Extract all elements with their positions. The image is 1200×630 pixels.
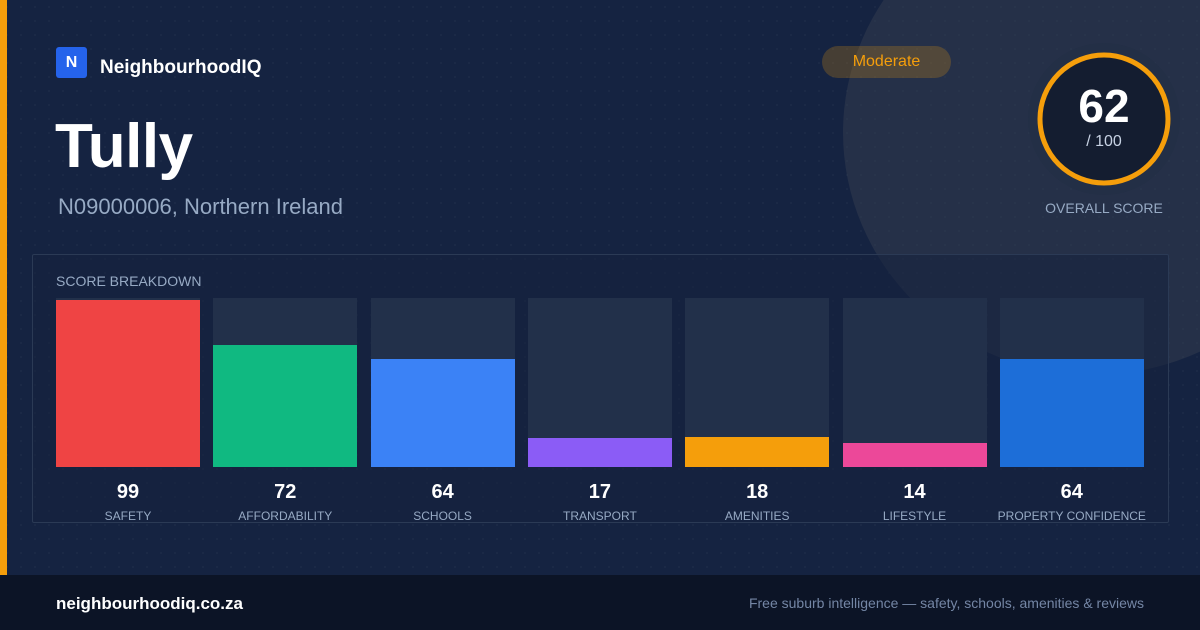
bar-fill — [213, 345, 358, 467]
bar-track — [370, 298, 515, 467]
accent-bar — [0, 0, 7, 575]
overall-score-ring: 62 / 100 — [1028, 43, 1180, 195]
overall-score-max: / 100 — [1086, 133, 1122, 150]
breakdown-item-property-confidence: 64 PROPERTY CONFIDENCE — [998, 298, 1146, 523]
footer-domain: neighbourhoodiq.co.za — [56, 594, 243, 613]
bar-fill — [527, 438, 672, 467]
score-ring-progress — [1037, 52, 1171, 186]
bar-label: AFFORDABILITY — [238, 509, 333, 523]
page-title: Tully — [55, 112, 193, 181]
breakdown-bars: 99 SAFETY 72 AFFORDABILITY 64 SCHOOLS 17 TRANSP… — [56, 298, 1146, 523]
breakdown-item-safety: 99 SAFETY — [56, 298, 200, 523]
brand: N NeighbourhoodIQ — [56, 46, 261, 79]
bar-label: SCHOOLS — [413, 509, 472, 523]
bar-label: SAFETY — [104, 509, 152, 523]
breakdown-item-amenities: 18 AMENITIES — [685, 298, 830, 523]
score-breakdown-panel: SCORE BREAKDOWN 99 SAFETY 72 AFFORDABILITY 6… — [32, 254, 1169, 523]
bar-label: LIFESTYLE — [882, 509, 947, 523]
bar-track — [842, 298, 987, 467]
overall-score-label: OVERALL SCORE — [1045, 200, 1163, 216]
bar-value: 99 — [116, 481, 140, 503]
bar-fill — [56, 300, 200, 467]
bar-value: 14 — [903, 481, 926, 503]
bar-track — [999, 298, 1144, 467]
footer: neighbourhoodiq.co.za Free suburb intell… — [0, 575, 1200, 630]
bar-label: AMENITIES — [724, 509, 790, 523]
bar-value: 72 — [274, 481, 297, 503]
bar-fill — [999, 359, 1144, 467]
bar-fill — [370, 359, 515, 467]
bar-track — [213, 298, 358, 467]
footer-tagline: Free suburb intelligence — safety, schoo… — [748, 595, 1144, 611]
bar-fill — [685, 437, 830, 467]
bar-track — [527, 298, 672, 467]
bar-label: PROPERTY CONFIDENCE — [997, 509, 1146, 523]
overall-score-value: 62 — [1078, 80, 1130, 132]
breakdown-item-lifestyle: 14 LIFESTYLE — [842, 298, 987, 523]
breakdown-title: SCORE BREAKDOWN — [56, 273, 202, 289]
breakdown-item-affordability: 72 AFFORDABILITY — [213, 298, 358, 523]
breakdown-item-schools: 64 SCHOOLS — [370, 298, 515, 523]
bar-track — [56, 298, 200, 467]
rating-badge: Moderate — [822, 46, 951, 78]
bar-fill — [842, 443, 987, 467]
bar-track — [685, 298, 830, 467]
score-ring-graphic — [1028, 43, 1180, 195]
brand-logo-icon: N — [56, 47, 87, 78]
location-subtitle: N09000006, Northern Ireland — [58, 194, 343, 219]
bar-value: 64 — [1060, 481, 1083, 503]
bar-value: 64 — [431, 481, 454, 503]
bar-value: 18 — [746, 481, 769, 503]
brand-name: NeighbourhoodIQ — [100, 57, 262, 78]
bar-value: 17 — [588, 481, 612, 503]
breakdown-item-transport: 17 TRANSPORT — [527, 298, 672, 523]
bar-label: TRANSPORT — [562, 509, 637, 523]
